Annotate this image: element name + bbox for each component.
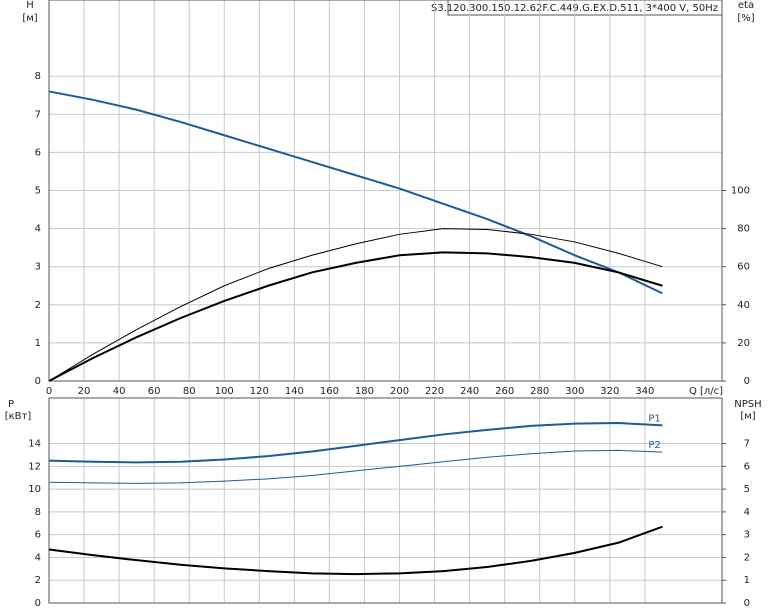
x-tick-label: 80 <box>183 386 196 397</box>
y2-tick-label: 100 <box>731 186 750 197</box>
x-tick-label: 240 <box>460 386 479 397</box>
x-tick-label: 260 <box>495 386 514 397</box>
y-tick-label: 2 <box>35 575 41 586</box>
y-tick-label: 6 <box>35 530 41 541</box>
y-tick-label: 6 <box>35 147 41 158</box>
y2-tick-label: 5 <box>744 484 750 495</box>
x-tick-label: 40 <box>113 386 126 397</box>
x-tick-label: 0 <box>46 386 52 397</box>
x-tick-label: 340 <box>635 386 654 397</box>
y-axis-unit: [кВт] <box>5 411 32 422</box>
x-tick-label: 140 <box>285 386 304 397</box>
y-axis-label: P <box>8 399 14 410</box>
x-tick-label: 100 <box>215 386 234 397</box>
y-tick-label: 0 <box>35 376 41 387</box>
x-tick-label: 60 <box>148 386 161 397</box>
plot-frame <box>48 0 723 382</box>
y2-tick-label: 0 <box>744 598 750 609</box>
curve <box>48 449 663 484</box>
x-tick-label: 200 <box>390 386 409 397</box>
y-tick-label: 7 <box>35 109 41 120</box>
curve <box>48 422 663 464</box>
y2-tick-label: 4 <box>744 507 750 518</box>
y-axis-label: H <box>26 0 34 11</box>
y2-tick-label: 1 <box>744 575 750 586</box>
y2-axis-unit: [%] <box>737 13 754 24</box>
y-axis-unit: [м] <box>22 13 37 24</box>
y2-tick-label: 7 <box>744 439 750 450</box>
curve-label: P1 <box>648 413 660 424</box>
x-tick-label: 180 <box>355 386 374 397</box>
y2-tick-label: 0 <box>744 376 750 387</box>
y-tick-label: 0 <box>35 598 41 609</box>
y2-axis-label: NPSH <box>734 399 761 410</box>
y-tick-label: 8 <box>35 71 41 82</box>
y-tick-label: 5 <box>35 186 41 197</box>
y2-tick-label: 40 <box>737 300 750 311</box>
y-tick-label: 3 <box>35 262 41 273</box>
y-tick-label: 4 <box>35 224 41 235</box>
y-tick-label: 14 <box>28 439 41 450</box>
y2-tick-label: 2 <box>744 552 750 563</box>
x-tick-label: 320 <box>600 386 619 397</box>
x-tick-label: 220 <box>425 386 444 397</box>
x-tick-label: 280 <box>530 386 549 397</box>
y-tick-label: 4 <box>35 552 41 563</box>
x-tick-label: 120 <box>250 386 269 397</box>
y-tick-label: 10 <box>28 484 41 495</box>
x-tick-label: 160 <box>320 386 339 397</box>
x-tick-label: 300 <box>565 386 584 397</box>
x-axis-label: Q [л/с] <box>689 386 723 397</box>
y2-tick-label: 20 <box>737 338 750 349</box>
y2-tick-label: 3 <box>744 530 750 541</box>
y2-axis-unit: [м] <box>740 411 755 422</box>
curve <box>48 251 663 382</box>
x-tick-label: 20 <box>78 386 91 397</box>
y2-tick-label: 60 <box>737 262 750 273</box>
curve <box>48 525 663 576</box>
y-tick-label: 1 <box>35 338 41 349</box>
y2-tick-label: 6 <box>744 461 750 472</box>
y2-axis-label: eta <box>738 0 754 11</box>
y-tick-label: 2 <box>35 300 41 311</box>
curve <box>48 90 663 295</box>
curve-label: P2 <box>648 440 660 451</box>
curve <box>48 228 663 382</box>
plot-frame <box>48 397 723 604</box>
y-tick-label: 12 <box>28 461 41 472</box>
y-tick-label: 8 <box>35 507 41 518</box>
y2-tick-label: 80 <box>737 224 750 235</box>
